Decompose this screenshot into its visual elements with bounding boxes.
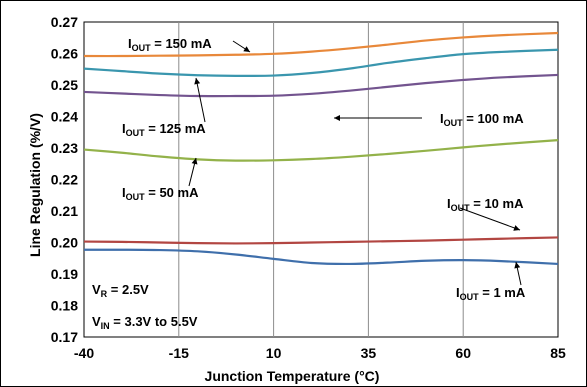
annotation-arrow-4	[459, 207, 521, 231]
series-lines	[83, 31, 559, 266]
y-tick-label: 0.22	[51, 172, 78, 188]
annotation-arrowhead-1	[194, 78, 201, 85]
annotation-arrowhead-0	[243, 46, 250, 52]
annotation-label-3: IOUT = 50 mA	[122, 185, 199, 202]
annotation-label-4: IOUT = 10 mA	[447, 196, 524, 213]
y-tick-label: 0.24	[51, 109, 78, 125]
y-axis-title: Line Regulation (%/V)	[27, 113, 43, 257]
x-tick-label: 85	[550, 345, 566, 361]
x-tick-labels: -40 -15 10 35 60 85	[74, 345, 566, 361]
x-tick-label: 35	[361, 345, 377, 361]
x-tick-label: 10	[266, 345, 282, 361]
annotation-label-0: IOUT = 150 mA	[128, 36, 212, 53]
annotation-label-2: IOUT = 100 mA	[440, 111, 524, 128]
series-line-5	[83, 248, 559, 266]
series-line-3	[83, 139, 559, 162]
y-tick-label: 0.18	[51, 298, 78, 314]
annotation-arrow-1	[195, 77, 206, 123]
y-tick-label: 0.20	[51, 235, 78, 251]
x-axis-title: Junction Temperature (°C)	[205, 368, 380, 384]
annotation-arrowhead-5	[514, 262, 521, 269]
annotation-arrowhead-4	[513, 225, 520, 231]
series-line-0	[83, 31, 559, 58]
annotation-arrowhead-2	[334, 115, 340, 121]
annotation-label-1: IOUT = 125 mA	[122, 121, 206, 138]
annotation-arrows	[188, 40, 522, 286]
series-line-1	[83, 48, 559, 78]
annotation-label-7: VIN = 3.3V to 5.5V	[92, 314, 198, 331]
y-tick-label: 0.21	[51, 203, 78, 219]
y-tick-label: 0.23	[51, 140, 78, 156]
annotation-arrowhead-3	[191, 158, 198, 165]
x-tick-label: 60	[455, 345, 471, 361]
x-tick-label: -40	[74, 345, 94, 361]
y-tick-label: 0.25	[51, 77, 78, 93]
y-tick-label: 0.17	[51, 329, 78, 345]
y-tick-label: 0.19	[51, 266, 78, 282]
x-tick-label: -15	[169, 345, 189, 361]
annotations: IOUT = 150 mA IOUT = 125 mA IOUT = 100 mA I…	[92, 36, 526, 331]
y-tick-labels: 0.17 0.18 0.19 0.20 0.21 0.22 0.23 0.24 0.25 0.26…	[51, 14, 78, 345]
series-line-2	[83, 73, 559, 98]
annotation-label-5: IOUT = 1 mA	[456, 285, 526, 302]
y-tick-label: 0.27	[51, 14, 78, 30]
y-tick-label: 0.26	[51, 46, 78, 62]
series-line-4	[83, 236, 559, 245]
annotation-label-6: VR = 2.5V	[92, 282, 149, 299]
